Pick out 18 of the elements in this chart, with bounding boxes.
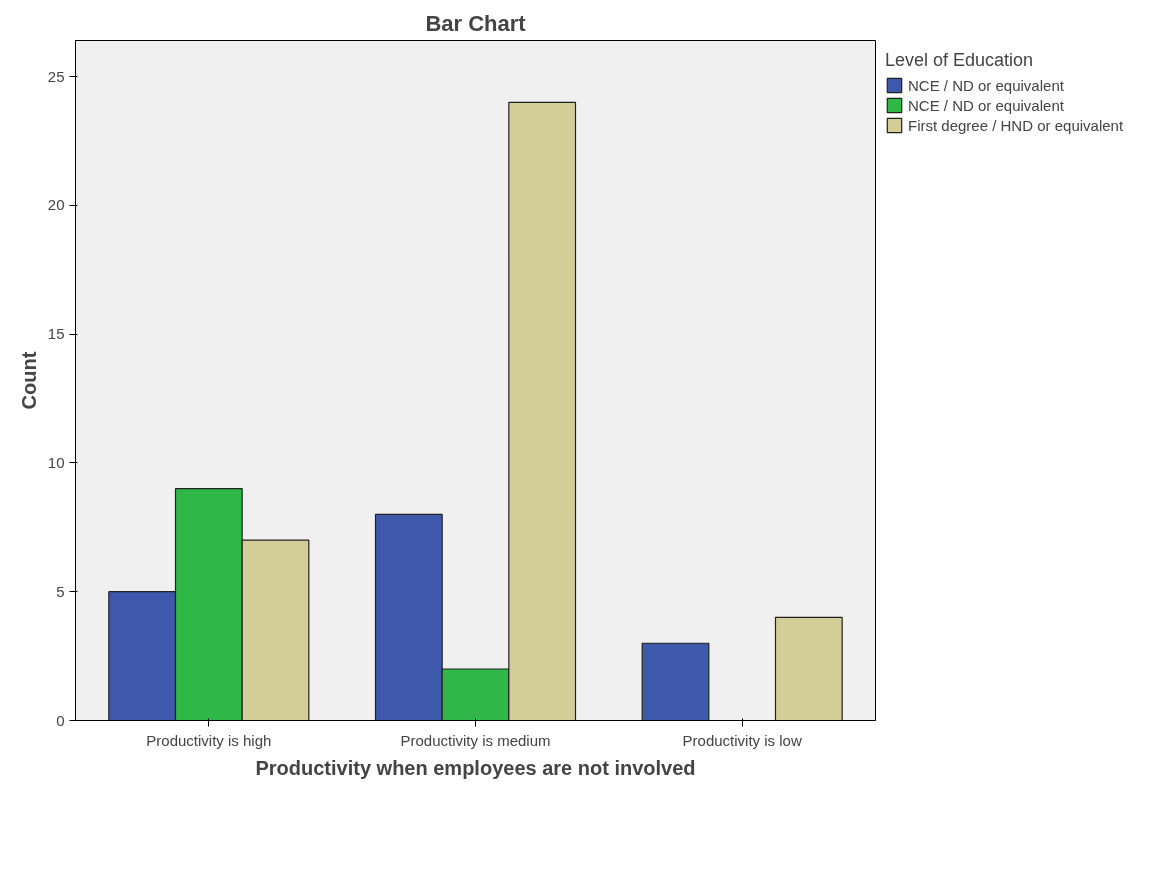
y-tick-label: 0 [56, 711, 65, 729]
x-tick-label: Productivity is low [682, 731, 802, 749]
y-tick-label: 20 [47, 196, 65, 214]
legend-label: NCE / ND or equivalent [908, 96, 1064, 114]
chart-title: Bar Chart [425, 10, 527, 36]
y-tick-label: 5 [56, 582, 65, 600]
legend-label: NCE / ND or equivalent [908, 76, 1064, 94]
bar [641, 642, 710, 721]
legend-label: First degree / HND or equivalent [908, 116, 1124, 134]
x-axis-title: Productivity when employees are not involved [255, 756, 696, 779]
bar [774, 616, 843, 721]
legend-title: Level of Education [885, 50, 1035, 71]
y-tick-label: 25 [47, 67, 65, 85]
x-tick-label: Productivity is high [146, 731, 272, 749]
x-tick-label: Productivity is medium [400, 731, 551, 749]
y-tick-label: 10 [47, 453, 65, 471]
y-tick-label: 15 [47, 325, 65, 343]
y-axis-title: Count [17, 351, 40, 410]
